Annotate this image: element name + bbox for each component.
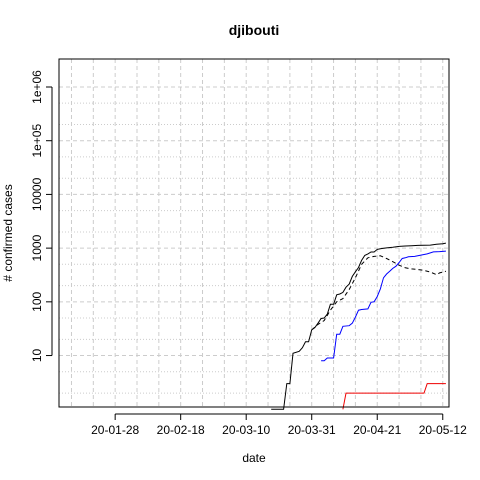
x-axis-label: date [242, 451, 266, 465]
axes: 20-01-28 20-02-18 20-03-10 20-03-31 20-04-21… [30, 70, 467, 437]
series-group [271, 242, 447, 410]
y-tick-label: 10000 [30, 177, 44, 211]
y-tick-label: 1000 [30, 234, 44, 261]
x-tick-label: 20-01-28 [91, 423, 139, 437]
x-tick-label: 20-03-10 [222, 423, 270, 437]
plot-frame [58, 58, 450, 408]
x-tick-label: 20-04-21 [353, 423, 401, 437]
y-tick-label: 10 [30, 349, 44, 363]
series-line-2 [311, 255, 447, 331]
x-tick-label: 20-03-31 [288, 423, 336, 437]
y-tick-label: 1e+06 [30, 70, 44, 104]
x-tick-label: 20-05-12 [419, 423, 467, 437]
series-line-1 [271, 242, 446, 410]
y-axis-label: # confirmed cases [1, 184, 15, 281]
series-line-3 [321, 250, 446, 362]
series-line-4 [342, 383, 446, 410]
x-tick-label: 20-02-18 [157, 423, 205, 437]
y-tick-label: 1e+05 [30, 124, 44, 158]
chart-title: djibouti [229, 22, 280, 38]
y-tick-label: 100 [30, 291, 44, 311]
